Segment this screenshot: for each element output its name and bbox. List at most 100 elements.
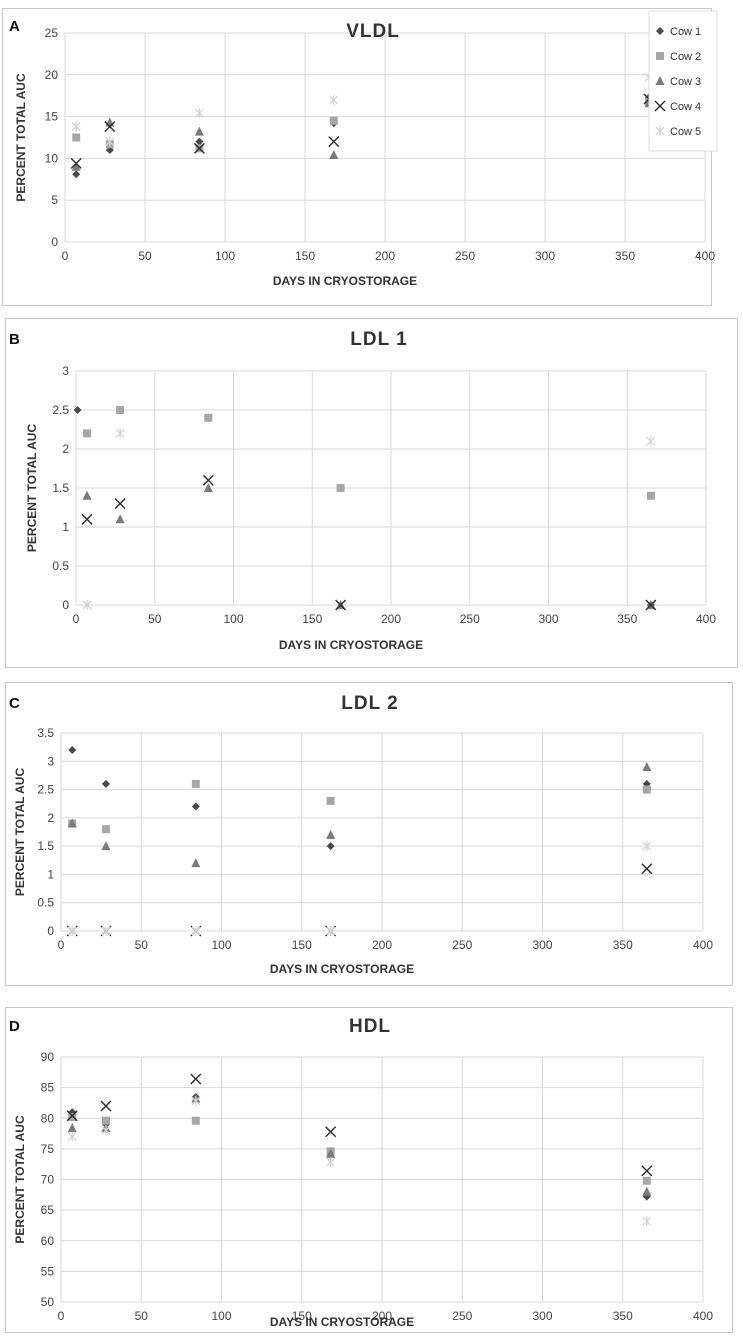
chart-title: LDL 2: [341, 693, 398, 714]
x-tick-label: 300: [535, 249, 555, 263]
y-tick-label: 1.5: [37, 839, 54, 853]
data-point-cow-4: [104, 121, 116, 133]
data-point-cow-5: [642, 841, 652, 852]
data-point-cow-1: [326, 842, 335, 851]
legend-label: Cow 5: [670, 126, 701, 138]
data-point-cow-3: [101, 841, 111, 851]
y-tick-label: 0: [51, 235, 58, 249]
x-tick-label: 50: [135, 1309, 149, 1323]
data-point-cow-2: [68, 1113, 77, 1122]
chart-title: HDL: [349, 1016, 391, 1037]
data-point-cow-2: [191, 779, 200, 788]
data-point-cow-3: [203, 483, 213, 492]
y-tick-label: 70: [41, 1173, 55, 1187]
data-point-cow-3: [67, 818, 77, 828]
data-point-cow-3: [82, 490, 92, 500]
panel-ldl2: 0 0.5 1 1.5 2 2.5 3 3.5 0 50 100 150 200 250 300 350 400…: [5, 682, 733, 986]
x-tick-label: 100: [211, 938, 231, 952]
x-tick-label: 200: [375, 249, 395, 263]
data-point-cow-3: [326, 1148, 336, 1158]
y-tick-label: 3: [47, 754, 54, 768]
y-tick-label: 50: [41, 1295, 55, 1309]
y-tick-label: 0: [62, 598, 69, 612]
x-axis-label: DAYS IN CRYOSTORAGE: [279, 638, 423, 652]
y-tick-label: 20: [45, 68, 59, 82]
y-axis-label: PERCENT TOTAL AUC: [25, 424, 39, 553]
data-point-cow-4: [100, 1100, 112, 1112]
y-tick-label: 65: [41, 1203, 55, 1217]
x-tick-label: 50: [135, 938, 149, 952]
x-tick-label: 200: [372, 938, 392, 952]
x-tick-label: 250: [455, 249, 475, 263]
data-point-cow-4: [114, 498, 126, 510]
x-tick-label: 0: [58, 938, 65, 952]
data-point-cow-1: [72, 170, 81, 179]
legend-marker-cow-4: [654, 100, 666, 112]
x-tick-label: 250: [460, 612, 480, 626]
x-tick-label: 0: [58, 1309, 65, 1323]
y-tick-label: 2: [62, 442, 69, 456]
data-point-cow-1: [101, 779, 110, 788]
y-axis-label: PERCENT TOTAL AUC: [13, 1115, 27, 1244]
data-point-cow-1: [68, 745, 77, 754]
data-point-cow-1: [73, 406, 82, 414]
ldl2-chart: 0 0.5 1 1.5 2 2.5 3 3.5 0 50 100 150 200 250 300 350 400…: [13, 693, 713, 976]
chart-title: LDL 1: [350, 329, 407, 350]
y-tick-label: 1: [47, 867, 54, 881]
panel-vldl: 0 5 10 15 20 25 0 50 100 150 200 250 300 350 400 VLDL DA…: [2, 8, 718, 306]
data-point-cow-5: [646, 436, 656, 447]
y-tick-label: 55: [41, 1264, 55, 1278]
legend-marker-cow-5: [655, 126, 665, 136]
data-point-cow-5: [105, 136, 115, 147]
legend-label: Cow 3: [670, 76, 701, 88]
y-tick-label: 0.5: [37, 896, 54, 910]
y-tick-label: 15: [45, 110, 59, 124]
data-point-cow-4: [70, 157, 82, 169]
data-point-cow-1: [191, 802, 200, 811]
data-point-cow-5: [115, 428, 125, 439]
x-tick-label: 100: [215, 249, 235, 263]
data-point-cow-5: [191, 926, 201, 936]
data-point-cow-5: [326, 1157, 336, 1168]
panel-letter-a: A: [9, 18, 20, 35]
x-tick-label: 400: [693, 1309, 713, 1323]
panel-letter-b: B: [9, 331, 20, 348]
data-point-cow-4: [645, 599, 657, 611]
panel-letter-c: C: [9, 695, 20, 712]
x-tick-label: 350: [617, 612, 637, 626]
y-tick-label: 75: [41, 1142, 55, 1156]
x-tick-label: 300: [532, 938, 552, 952]
x-tick-label: 50: [148, 612, 162, 626]
x-tick-label: 150: [292, 1309, 312, 1323]
data-point-cow-4: [81, 513, 93, 525]
x-tick-label: 400: [695, 249, 715, 263]
data-point-cow-2: [336, 484, 345, 492]
y-tick-label: 2.5: [52, 403, 69, 417]
x-tick-label: 150: [295, 249, 315, 263]
data-point-cow-5: [326, 926, 336, 936]
y-tick-label: 1.5: [52, 481, 69, 495]
x-tick-label: 150: [292, 938, 312, 952]
y-tick-label: 2: [47, 811, 54, 825]
data-point-cow-4: [202, 474, 214, 486]
data-point-cow-3: [329, 150, 339, 160]
legend-marker-cow-2: [656, 52, 664, 60]
y-tick-label: 3: [62, 364, 69, 378]
y-tick-label: 5: [51, 193, 58, 207]
data-point-cow-4: [328, 136, 340, 148]
x-axis-label: DAYS IN CRYOSTORAGE: [273, 274, 417, 288]
data-point-cow-2: [101, 825, 110, 834]
y-axis-label: PERCENT TOTAL AUC: [13, 768, 27, 897]
x-tick-label: 100: [223, 612, 243, 626]
x-tick-label: 0: [73, 612, 80, 626]
data-point-cow-4: [325, 1126, 337, 1138]
data-point-cow-1: [195, 137, 204, 146]
data-point-cow-3: [115, 514, 125, 524]
data-point-cow-3: [194, 126, 204, 136]
data-point-cow-2: [83, 429, 92, 438]
data-point-cow-5: [67, 1131, 77, 1142]
data-point-cow-3: [71, 161, 81, 171]
data-point-cow-2: [116, 406, 125, 414]
legend-label: Cow 2: [670, 51, 701, 63]
